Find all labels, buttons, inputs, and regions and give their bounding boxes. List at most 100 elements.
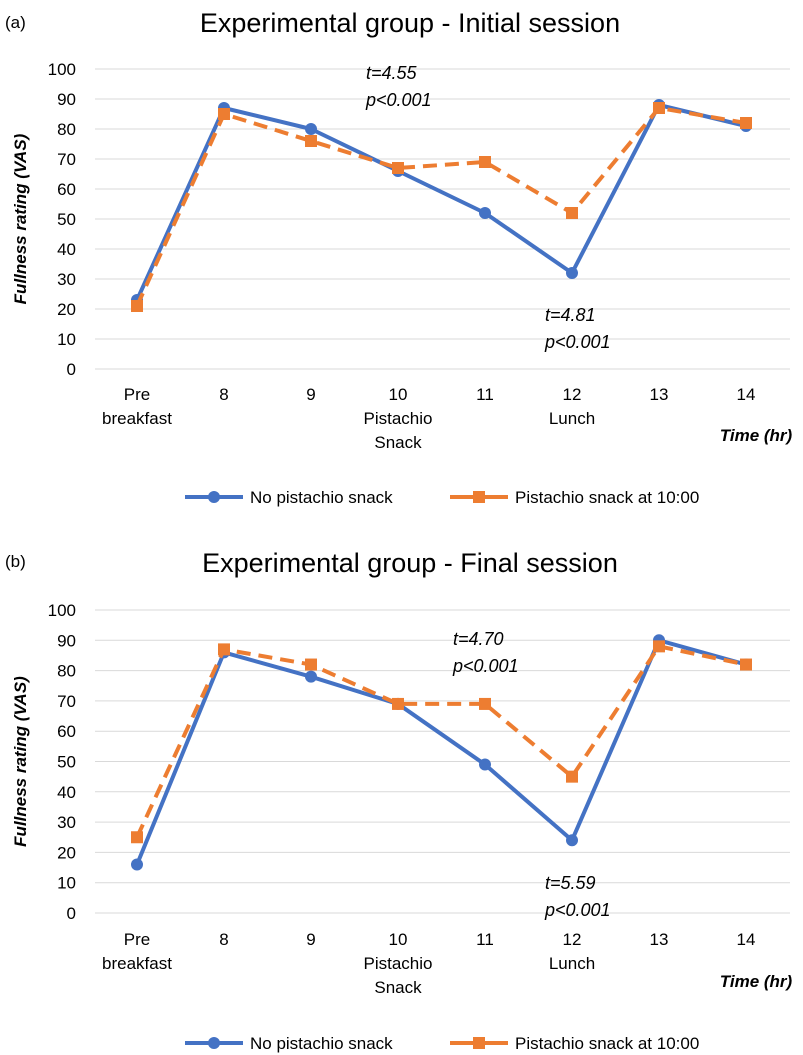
x-tick-label-line: breakfast: [102, 954, 172, 973]
legend: No pistachio snack Pistachio snack at 10:…: [185, 488, 699, 507]
series-line-snack: [135, 106, 747, 307]
y-tick-label: 80: [57, 662, 76, 681]
x-tick-label-line: Lunch: [549, 954, 595, 973]
stat-annotation: t=4.55 p<0.001: [365, 63, 432, 110]
legend: No pistachio snack Pistachio snack at 10:…: [185, 1034, 699, 1053]
series-line-no-snack: [135, 103, 747, 301]
data-point-square: [479, 697, 491, 710]
stat-annotation-line: t=4.81: [545, 305, 596, 325]
data-point-circle: [566, 834, 578, 847]
legend-label-no-snack: No pistachio snack: [250, 488, 393, 507]
data-point-square: [305, 135, 317, 147]
data-point-circle: [566, 267, 578, 279]
stat-annotation: t=4.81 p<0.001: [544, 305, 611, 352]
data-point-circle: [305, 123, 317, 135]
y-tick-label: 100: [48, 60, 76, 79]
y-tick-label: 10: [57, 874, 76, 893]
stat-annotation: t=5.59 p<0.001: [544, 873, 611, 920]
y-tick-label: 10: [57, 330, 76, 349]
data-point-square: [131, 831, 143, 844]
x-tick-label-line: 12: [563, 385, 582, 404]
x-tick-label-line: 9: [306, 385, 315, 404]
legend-label-snack: Pistachio snack at 10:00: [515, 488, 699, 507]
x-tick-label-line: 13: [650, 385, 669, 404]
x-tick-label-line: Snack: [374, 978, 422, 997]
chart-panel-a: (a) Experimental group - Initial session 0…: [5, 8, 793, 507]
x-tick-label-line: 9: [306, 930, 315, 949]
x-tick-label-line: 13: [650, 930, 669, 949]
x-tick-label: 11: [476, 385, 494, 404]
x-tick-label: Pre breakfast: [102, 930, 172, 973]
x-tick-label-line: Pistachio: [364, 409, 433, 428]
legend-label-no-snack: No pistachio snack: [250, 1034, 393, 1053]
x-tick-label: 14: [737, 930, 756, 949]
legend-marker-square: [473, 491, 485, 503]
stat-annotation-line: p<0.001: [365, 90, 432, 110]
y-tick-label: 40: [57, 240, 76, 259]
x-tick-label-line: Pre: [124, 930, 150, 949]
panel-label: (a): [5, 13, 26, 32]
data-point-circle: [479, 758, 491, 771]
y-tick-label: 90: [57, 90, 76, 109]
stat-annotation-line: t=5.59: [545, 873, 596, 893]
legend-marker-circle: [208, 491, 220, 503]
x-tick-label-line: 11: [476, 385, 494, 404]
data-point-square: [218, 643, 230, 656]
data-point-square: [740, 658, 752, 671]
chart-panel-b: (b) Experimental group - Final session 0 10…: [5, 548, 793, 1053]
chart-title: Experimental group - Final session: [202, 548, 618, 578]
y-tick-label: 60: [57, 180, 76, 199]
data-point-square: [653, 640, 665, 653]
x-tick-label-line: 8: [219, 385, 228, 404]
x-tick-label: 9: [306, 930, 315, 949]
y-tick-label: 50: [57, 210, 76, 229]
x-tick-label-line: Lunch: [549, 409, 595, 428]
stat-annotation-line: p<0.001: [544, 900, 611, 920]
x-tick-label-line: 12: [563, 930, 582, 949]
data-point-square: [392, 162, 404, 174]
x-tick-label: 13: [650, 930, 669, 949]
stat-annotation-line: t=4.55: [366, 63, 418, 83]
y-tick-label: 60: [57, 722, 76, 741]
series-line-snack: [135, 644, 747, 839]
stat-annotation-line: p<0.001: [452, 656, 519, 676]
y-tick-label: 20: [57, 843, 76, 862]
x-tick-label-line: breakfast: [102, 409, 172, 428]
y-tick-label: 30: [57, 270, 76, 289]
data-point-square: [305, 658, 317, 671]
x-tick-label-line: 10: [389, 930, 408, 949]
data-point-square: [218, 108, 230, 120]
data-point-square: [479, 156, 491, 168]
data-point-square: [566, 770, 578, 783]
x-tick-label: 8: [219, 385, 228, 404]
y-tick-label: 70: [57, 692, 76, 711]
series-line-no-snack: [135, 638, 747, 866]
data-point-square: [392, 697, 404, 710]
y-tick-label: 40: [57, 783, 76, 802]
x-tick-label: 8: [219, 930, 228, 949]
x-tick-label: 13: [650, 385, 669, 404]
legend-marker-circle: [208, 1037, 220, 1049]
y-tick-label: 30: [57, 813, 76, 832]
x-axis-label: Time (hr): [720, 426, 793, 445]
x-tick-label: 12 Lunch: [549, 930, 595, 973]
legend-label-snack: Pistachio snack at 10:00: [515, 1034, 699, 1053]
x-tick-label: 12 Lunch: [549, 385, 595, 428]
x-tick-label-line: 8: [219, 930, 228, 949]
x-tick-label: 9: [306, 385, 315, 404]
data-point-square: [131, 300, 143, 312]
chart-title: Experimental group - Initial session: [200, 8, 620, 38]
y-axis-label: Fullness rating (VAS): [11, 133, 30, 304]
stat-annotation: t=4.70 p<0.001: [452, 629, 519, 676]
data-point-square: [566, 207, 578, 219]
stat-annotation-line: p<0.001: [544, 332, 611, 352]
data-point-circle: [131, 858, 143, 871]
x-tick-label: 10 Pistachio Snack: [364, 385, 433, 452]
x-tick-label-line: 11: [476, 930, 494, 949]
data-point-square: [653, 102, 665, 114]
y-tick-label: 90: [57, 631, 76, 650]
x-tick-label: Pre breakfast: [102, 385, 172, 428]
y-tick-label: 50: [57, 753, 76, 772]
data-point-circle: [479, 207, 491, 219]
